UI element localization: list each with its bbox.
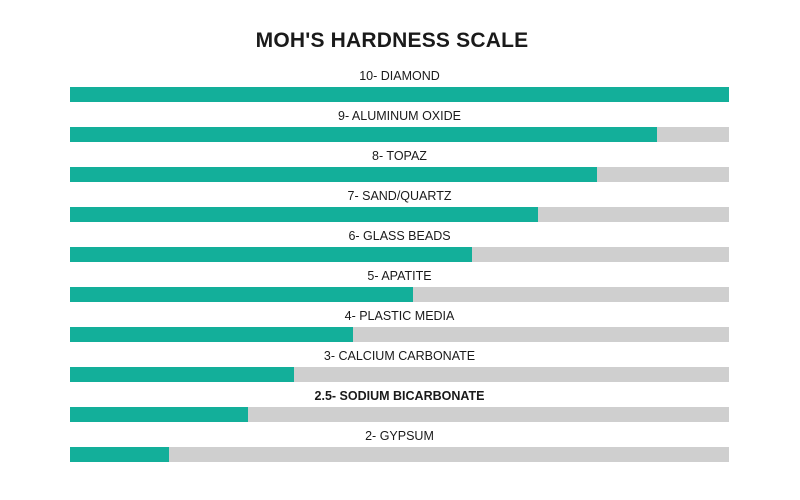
bar-label: 9- ALUMINUM OXIDE xyxy=(338,109,461,123)
bar-fill xyxy=(70,287,413,302)
bar-fill xyxy=(70,367,295,382)
bar-label: 4- PLASTIC MEDIA xyxy=(344,309,455,323)
bar-track xyxy=(70,207,729,222)
bar-fill xyxy=(70,167,598,182)
bar-label: 10- DIAMOND xyxy=(359,69,440,83)
bar-row: 3- CALCIUM CARBONATE xyxy=(70,348,729,388)
bar-fill xyxy=(70,247,472,262)
bar-label: 2.5- SODIUM BICARBONATE xyxy=(314,389,485,403)
bar-label: 7- SAND/QUARTZ xyxy=(347,189,452,203)
bar-row: 9- ALUMINUM OXIDE xyxy=(70,108,729,148)
bar-label: 3- CALCIUM CARBONATE xyxy=(323,349,476,363)
bar-track xyxy=(70,407,729,422)
bar-track xyxy=(70,167,729,182)
bar-track xyxy=(70,127,729,142)
bar-fill xyxy=(70,447,169,462)
bar-label: 2- GYPSUM xyxy=(365,429,434,443)
bar-track xyxy=(70,87,729,102)
bar-row: 4- PLASTIC MEDIA xyxy=(70,308,729,348)
bar-row: 5- APATITE xyxy=(70,268,729,308)
bar-list: 10- DIAMOND 9- ALUMINUM OXIDE 8- TOPAZ 7- S… xyxy=(70,68,729,468)
bar-row: 2.5- SODIUM BICARBONATE xyxy=(70,388,729,428)
bar-fill xyxy=(70,407,248,422)
bar-row: 2- GYPSUM xyxy=(70,428,729,468)
bar-fill xyxy=(70,127,657,142)
bar-row: 6- GLASS BEADS xyxy=(70,228,729,268)
bar-label: 6- GLASS BEADS xyxy=(348,229,451,243)
bar-row: 7- SAND/QUARTZ xyxy=(70,188,729,228)
bar-track xyxy=(70,327,729,342)
bar-track xyxy=(70,287,729,302)
bar-track xyxy=(70,367,729,382)
chart-title: MOH'S HARDNESS SCALE xyxy=(255,29,529,52)
bar-label: 8- TOPAZ xyxy=(372,149,427,163)
bar-row: 8- TOPAZ xyxy=(70,148,729,188)
bar-fill xyxy=(70,87,729,102)
bar-fill xyxy=(70,327,354,342)
bar-track xyxy=(70,447,729,462)
bar-label: 5- APATITE xyxy=(367,269,432,283)
bar-fill xyxy=(70,207,538,222)
bar-track xyxy=(70,247,729,262)
bar-row: 10- DIAMOND xyxy=(70,68,729,108)
